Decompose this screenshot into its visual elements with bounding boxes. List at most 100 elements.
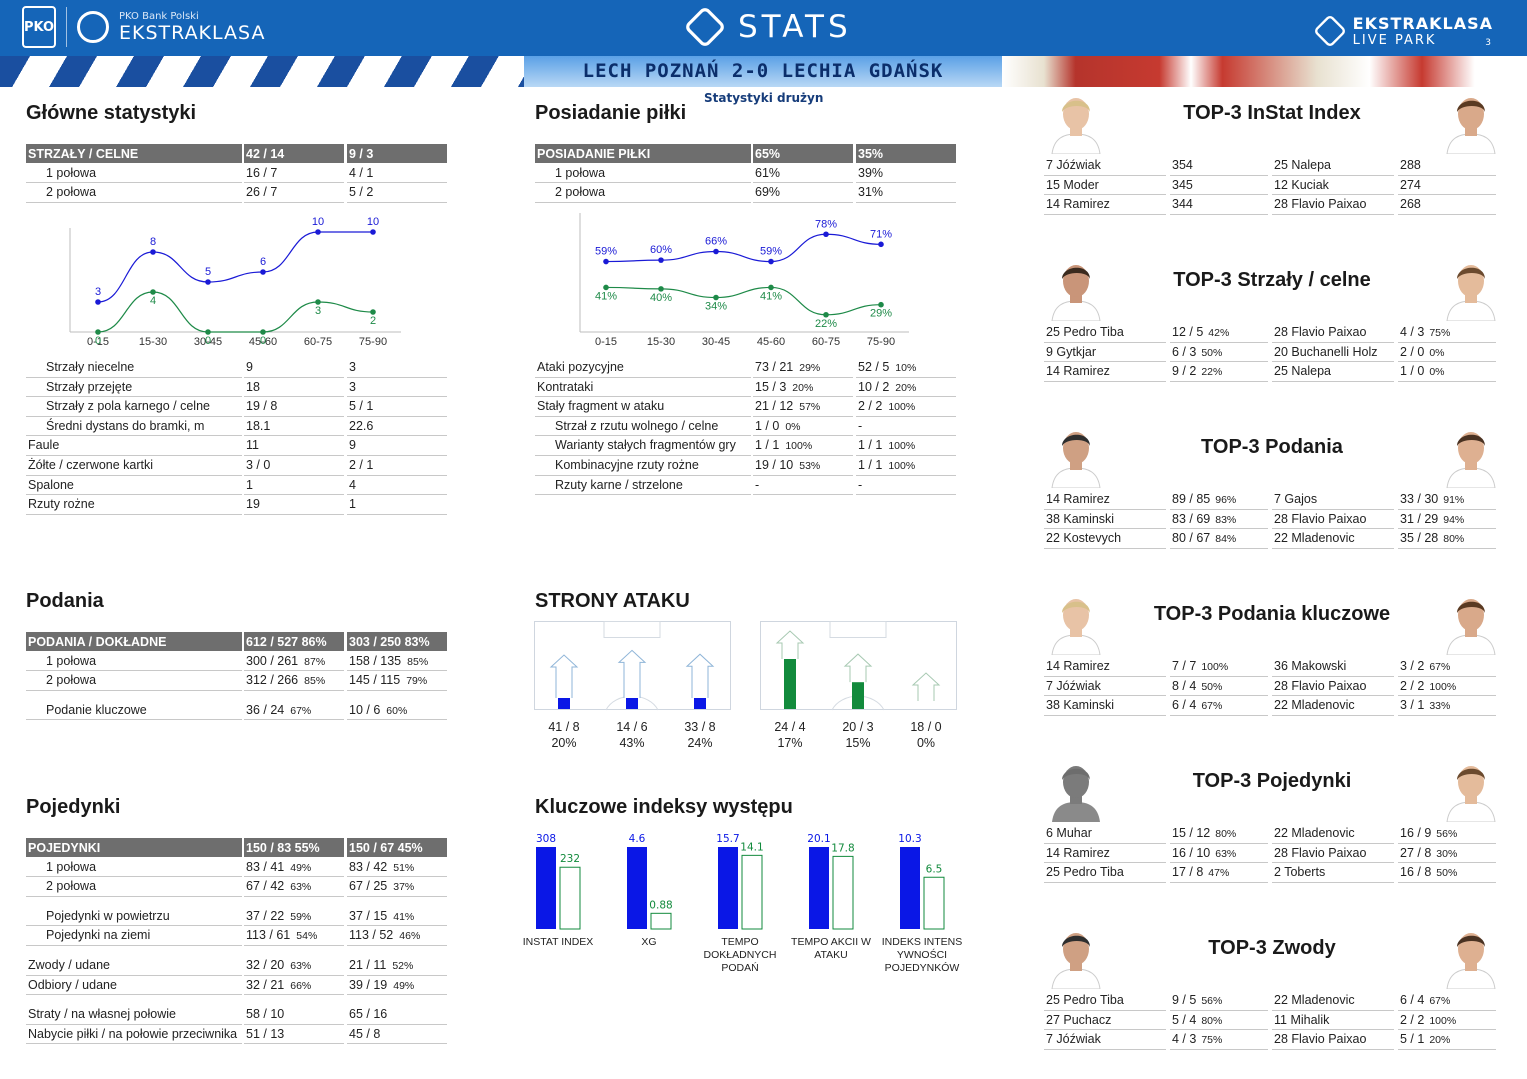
top3-value-pct: 50%	[1201, 346, 1223, 359]
home-index-value: 20.1	[807, 833, 830, 845]
home-index-value: 308	[536, 833, 556, 845]
row-label-text: Strzały z pola karnego / celne	[46, 399, 210, 414]
key-index-label: XG	[641, 936, 657, 948]
attack-side-pct: 43%	[619, 736, 645, 750]
row-away-value-text: 21 / 11	[349, 957, 387, 972]
header-cell-text: 150 / 67 45%	[349, 841, 423, 855]
home-index-bar	[536, 847, 556, 929]
top3-value-pct: 50%	[1436, 867, 1458, 880]
away-attack-bar	[852, 682, 864, 709]
top3-player-value: 80 / 67 84%	[1170, 529, 1268, 549]
row-away-value-text: 1	[349, 497, 356, 512]
row-away-value-text: 3	[349, 360, 356, 374]
avatar-hair	[1062, 267, 1090, 279]
home-attack-arrow	[549, 654, 579, 698]
series-point	[260, 329, 266, 335]
row-label-text: Rzuty karne / strzelone	[555, 477, 683, 492]
row-home-value: 73 / 21 29%	[753, 358, 853, 378]
row-home-value-text: 9	[246, 360, 253, 374]
avatar-hair	[1457, 601, 1485, 613]
glowne-title: Główne statystyki	[26, 102, 197, 124]
data-label: 22%	[815, 318, 837, 330]
top3-player-name: 38 Kaminski	[1044, 510, 1166, 530]
row-away-value: -	[856, 476, 956, 496]
row-away-value-text: 10 / 6	[349, 702, 381, 717]
row-home-value-text: 26 / 7	[246, 185, 278, 200]
row-label-text: Rzuty rożne	[28, 497, 95, 512]
player-photo-left	[1048, 593, 1104, 655]
top3-player-name: 22 Mladenovic	[1272, 824, 1394, 844]
row-home-value-text: 312 / 266	[246, 673, 299, 688]
top3-player-value: 89 / 85 96%	[1170, 490, 1268, 510]
row-away-value: 113 / 52 46%	[347, 926, 447, 946]
player-photo-left	[1048, 259, 1104, 321]
data-label: 3	[95, 286, 101, 298]
top3-value-text: 31 / 29	[1400, 511, 1439, 526]
data-label: 10	[312, 216, 324, 228]
row-home-value-text: 51 / 13	[246, 1026, 285, 1041]
avatar-neck	[1070, 126, 1082, 136]
row-home-value-text: 15 / 3	[755, 379, 787, 394]
row-label-text: Pojedynki w powietrzu	[46, 908, 170, 923]
avatar-shirt	[1446, 300, 1496, 321]
row-away-value-text: 2 / 1	[349, 457, 374, 472]
avatar-icon	[1051, 432, 1101, 488]
top3-player-name: 28 Flavio Paixao	[1272, 510, 1394, 530]
row-label-text: Podanie kluczowe	[46, 702, 147, 717]
row-away-value-text: 83 / 42	[349, 859, 388, 874]
row-home-value-pct: 54%	[296, 930, 318, 943]
header-cell-text: PODANIA / DOKŁADNE	[28, 635, 167, 649]
top3-player-value: 3 / 2 67%	[1398, 657, 1496, 677]
row-away-value: 4 / 1	[347, 164, 447, 184]
top3-player-value: 16 / 8 50%	[1398, 863, 1496, 883]
row-away-value-text: 4	[349, 477, 356, 492]
row-home-value: 1 / 0 0%	[753, 417, 853, 437]
top3-player-value: 8 / 4 50%	[1170, 677, 1268, 697]
row-away-value-text: 45 / 8	[349, 1026, 381, 1041]
top3-player-name: 14 Ramirez	[1044, 195, 1166, 215]
row-home-value-pct: 20%	[792, 381, 814, 394]
attack-side-value: 20 / 3	[842, 720, 874, 734]
top3-player-name: 25 Pedro Tiba	[1044, 323, 1166, 343]
player-photo-left	[1048, 426, 1104, 488]
top3-player-value: 27 / 8 30%	[1398, 844, 1496, 864]
avatar-icon	[1446, 432, 1496, 488]
top3-player-name: 25 Nalepa	[1272, 156, 1394, 176]
row-label-text: Ataki pozycyjne	[537, 360, 624, 374]
row-away-value-text: 39%	[858, 165, 884, 180]
row-label: Średni dystans do bramki, m	[26, 417, 242, 437]
top3-player-name: 25 Nalepa	[1272, 362, 1394, 382]
row-label: Strzały z pola karnego / celne	[26, 397, 242, 417]
top3-player-value: 9 / 5 56%	[1170, 991, 1268, 1011]
row-label-text: Spalone	[28, 477, 74, 492]
attack-side-value: 18 / 0	[910, 720, 942, 734]
top3-player-value: 12 / 5 42%	[1170, 323, 1268, 343]
attack-side-value: 33 / 8	[684, 720, 716, 734]
top3-player-name: 7 Gajos	[1272, 490, 1394, 510]
top3-player-value: 9 / 2 22%	[1170, 362, 1268, 382]
top3-player-value: 15 / 12 80%	[1170, 824, 1268, 844]
top3-player-value: 7 / 7 100%	[1170, 657, 1268, 677]
top3-value-pct: 67%	[1429, 661, 1451, 673]
top3-player-value: 274	[1398, 176, 1496, 196]
home-index-value: 15.7	[716, 833, 739, 845]
avatar-shirt	[1446, 968, 1496, 989]
row-home-value-text: 1 / 0	[755, 418, 780, 433]
series-point	[315, 229, 321, 235]
data-label: 59%	[595, 246, 617, 258]
home-index-value: 4.6	[629, 833, 646, 845]
top3-player-name: 7 Jóźwiak	[1044, 156, 1166, 176]
top3-value-text: 80 / 67	[1172, 531, 1211, 546]
podania-title: Podania	[26, 590, 104, 612]
data-label: 66%	[705, 236, 727, 248]
away-index-value: 14.1	[740, 841, 763, 853]
top3-player-value: 268	[1398, 195, 1496, 215]
row-away-value: 65 / 16	[347, 1005, 447, 1025]
data-label: 41%	[760, 290, 782, 302]
row-label-text: 2 połowa	[46, 673, 97, 688]
key-index-label: INSTAT INDEX	[522, 936, 594, 948]
avatar-shirt	[1051, 300, 1101, 321]
row-home-value-text: 19 / 10	[755, 457, 794, 472]
away-index-value: 0.88	[649, 899, 672, 911]
top3-value-pct: 42%	[1208, 327, 1230, 339]
